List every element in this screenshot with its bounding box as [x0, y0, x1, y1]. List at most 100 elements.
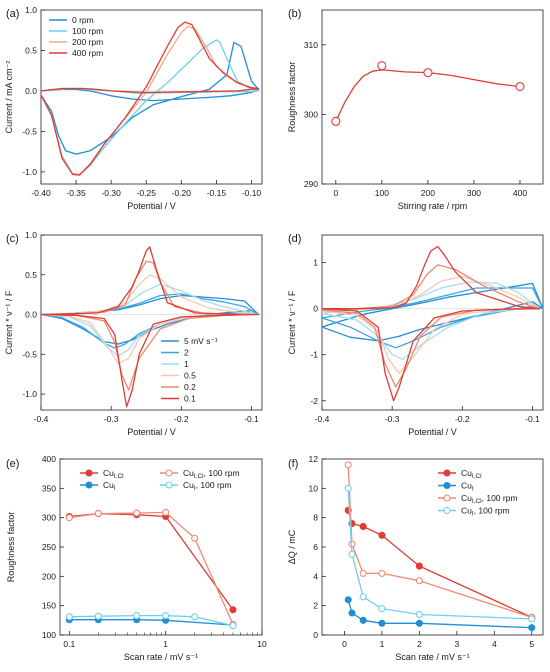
y-tick-label: 300 [42, 513, 56, 523]
x-tick-label: -0.3 [104, 414, 119, 424]
series-line [347, 488, 532, 620]
legend-label: 0.5 [184, 371, 196, 381]
data-point [331, 116, 341, 126]
legend-label: CuI,Cl [461, 468, 482, 480]
x-tick-label: -0.25 [137, 188, 157, 198]
y-axis-label: Current * ν⁻¹ / F [287, 290, 297, 354]
series-line [69, 512, 234, 611]
data-point [94, 612, 102, 620]
plot-frame [40, 9, 263, 185]
chart-panel-a: -0.40 -0.35 -0.30 -0.25 -0.20 -0.15 -0.10 -1.0 -… [4, 5, 263, 211]
legend-marker [165, 481, 173, 489]
y-tick-label: 0.5 [25, 45, 37, 55]
legend-entry: CuI, 100 rpm [160, 480, 232, 492]
x-tick-label: -0.3 [385, 414, 400, 424]
y-tick-label: 0.5 [25, 270, 37, 280]
chart-panel-b: 0 100 200 300 400 290 300 310 Stirring rate / rp… [287, 9, 544, 211]
x-tick-label: -0.2 [455, 414, 470, 424]
series-line [347, 510, 533, 618]
legend-entry: 0.1 [161, 394, 196, 404]
x-tick-label: 0 [342, 639, 347, 649]
panel-label: (b) [288, 8, 301, 20]
plot-frame [321, 458, 544, 636]
legend-entry: 0.5 [161, 371, 196, 381]
legend-label: 0.2 [184, 382, 196, 392]
y-tick-label: 2 [313, 601, 318, 611]
x-tick-label: -0.1 [244, 414, 259, 424]
data-point [415, 562, 423, 570]
y-axis-label: Current * ν⁻¹ / F [4, 290, 14, 354]
y-tick-label: 4 [313, 571, 318, 581]
x-tick-label: 0 [333, 188, 338, 198]
data-point [378, 569, 386, 577]
plot-area [322, 245, 543, 402]
chart-panel-c: -0.4 -0.3 -0.2 -0.1 -1.0 -0.5 0.0 0.5 1.0 Potenti… [4, 230, 263, 437]
series-cucl [331, 61, 525, 126]
legend-entry: CuI,Cl [80, 468, 124, 480]
legend-label: CuI [103, 480, 116, 492]
legend-label: CuI, 100 rpm [183, 480, 232, 492]
y-axis-label: Roughness factor [287, 62, 297, 133]
y-tick-label: 6 [313, 542, 318, 552]
data-point [415, 610, 423, 619]
data-point [359, 616, 367, 624]
x-tick-label: -0.4 [34, 414, 49, 424]
y-tick-label: 310 [304, 40, 318, 50]
series-line [322, 282, 543, 342]
plot-frame [40, 234, 263, 411]
data-point [378, 605, 386, 613]
data-point [528, 615, 536, 623]
series-scan_01 [41, 246, 260, 408]
legend-label: 200 rpm [72, 37, 103, 47]
series-line [322, 281, 541, 360]
data-point [359, 593, 367, 601]
x-tick-label: -0.35 [66, 188, 86, 198]
x-axis-label: Scan rate / mV s⁻¹ [395, 652, 469, 662]
series-line [41, 260, 260, 391]
x-tick-label: 4 [492, 639, 497, 649]
series-cui_100 [344, 484, 536, 623]
data-point [191, 613, 199, 621]
series-line [347, 464, 533, 619]
x-axis-label: Scan rate / mV s⁻¹ [124, 652, 198, 662]
x-tick-label: 2 [417, 639, 422, 649]
legend-entry: 100 rpm [49, 26, 103, 36]
legend-label: 5 mV s⁻¹ [184, 336, 218, 346]
y-axis-label: ΔQ / mC [287, 529, 297, 564]
legend-label: 0 rpm [72, 15, 94, 25]
series-cucl_100 [65, 508, 237, 628]
series-cui [344, 596, 536, 632]
x-tick-label: 3 [454, 639, 459, 649]
series-line [335, 69, 521, 122]
legend-entry: 400 rpm [49, 48, 103, 58]
data-point [133, 612, 141, 620]
series-line [41, 21, 260, 176]
y-axis-label: Roughness factor [6, 512, 16, 583]
chart-panel-e: 0.1 1 10 100 150 200 250 300 350 400 Scan rate / m… [6, 454, 267, 662]
data-point [359, 569, 367, 577]
panel-label: (c) [6, 233, 19, 245]
series-scan_02 [322, 264, 541, 388]
legend-label: CuI,Cl, 100 rpm [183, 468, 240, 480]
plot-frame [321, 9, 544, 185]
y-tick-label: 300 [304, 109, 318, 119]
y-tick-label: 0 [313, 304, 318, 314]
data-point [415, 577, 423, 585]
x-tick-label: 400 [513, 188, 527, 198]
legend-marker [443, 506, 451, 515]
legend-entry: CuI [80, 480, 116, 492]
data-point [162, 508, 170, 516]
data-point [344, 596, 352, 604]
legend-label: CuI,Cl [103, 468, 124, 480]
panel-label: (d) [288, 233, 301, 245]
series-line [322, 287, 543, 349]
data-point [133, 509, 141, 517]
series-line [41, 283, 260, 357]
series-scan_1 [41, 283, 260, 357]
legend-entry: CuI, 100 rpm [438, 506, 510, 518]
y-tick-label: 1 [313, 258, 318, 268]
x-tick-label: -0.10 [242, 188, 262, 198]
legend-marker [85, 469, 93, 477]
